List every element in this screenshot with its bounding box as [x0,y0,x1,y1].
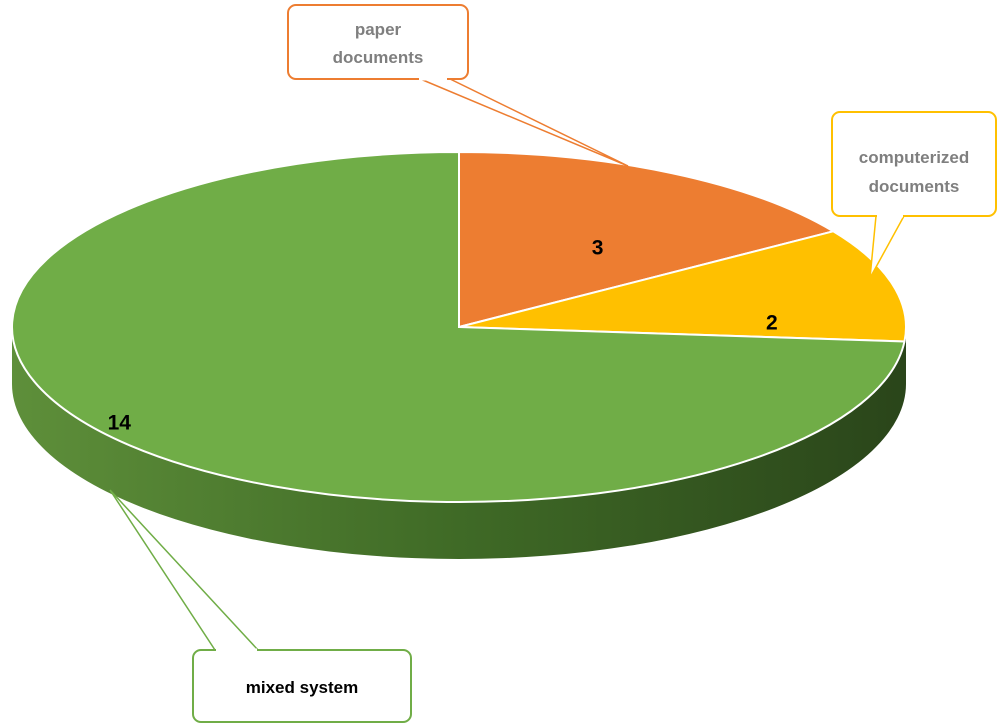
callout-computerized-documents-pointer [869,215,906,279]
pie-slice-paper-documents [458,150,836,329]
callout-paper-documents: paper documents [287,4,629,167]
pie-side-wall [12,327,906,559]
data-label-paper-documents: 3 [592,236,604,259]
pie-top: 3 2 14 [11,150,907,503]
pie-slice-computerized-documents [458,230,907,343]
pie-3d-side [12,327,906,559]
callout-mixed-system-text: mixed system [246,678,358,697]
callout-computerized-documents-line2: documents [869,177,960,196]
callout-mixed-system-box [192,649,412,723]
callout-paper-documents-line1: paper [355,20,402,39]
data-label-computerized-documents: 2 [766,312,778,335]
callout-computerized-documents-box [831,111,997,217]
pie-slice-mixed-system [11,150,906,503]
callout-computerized-documents: computerized documents [831,111,997,279]
data-label-mixed-system: 14 [108,411,132,434]
callout-paper-documents-box [287,4,469,80]
callout-mixed-system: mixed system [109,489,412,723]
callout-paper-documents-line2: documents [333,48,424,67]
callout-computerized-documents-line1: computerized [859,148,970,167]
